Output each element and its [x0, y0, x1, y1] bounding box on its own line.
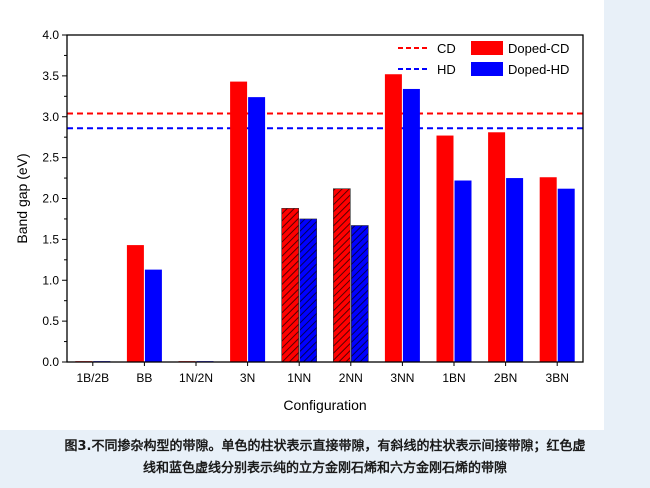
y-tick-label: 3.0 — [42, 110, 59, 124]
figure-panel: 1B/2B BB 1N/2N 3N 1NN 2NN 3NN 1BN 2BN 3BN 0.0 0.5 1.… — [0, 0, 604, 430]
figure-caption: 图3.不同掺杂构型的带隙。单色的柱状表示直接带隙，有斜线的柱状表示间接带隙；红色… — [0, 436, 650, 480]
bar-doped-hd-2nn — [350, 225, 369, 363]
caption-line-2: 线和蓝色虚线分别表示纯的立方金刚石烯和六方金刚石烯的带隙 — [142, 461, 507, 476]
x-tick-label: 3N — [240, 371, 255, 385]
bar-doped-hd-3bn — [557, 188, 575, 362]
bar-doped-cd-2nn — [332, 188, 351, 363]
caption-line-1: 图3.不同掺杂构型的带隙。单色的柱状表示直接带隙，有斜线的柱状表示间接带隙；红色… — [64, 439, 586, 454]
x-axis-title: Configuration — [283, 397, 366, 413]
legend-label-doped-hd: Doped-HD — [508, 62, 569, 77]
plot-frame — [66, 34, 584, 363]
x-tick-label: 2NN — [339, 371, 363, 385]
y-tick-label: 0.0 — [42, 355, 59, 369]
bar-doped-cd-bb — [126, 245, 144, 362]
bar-doped-cd-3n — [230, 81, 248, 362]
y-tick-label: 4.0 — [42, 28, 59, 42]
legend-swatch-doped-hd — [471, 62, 503, 76]
bar-doped-cd-1bn — [436, 135, 454, 362]
legend-swatch-doped-cd — [471, 41, 503, 55]
x-tick-label: 3NN — [390, 371, 414, 385]
x-tick-label: 1BN — [442, 371, 465, 385]
x-tick-label: 1N/2N — [179, 371, 213, 385]
x-tick-label: 3BN — [546, 371, 569, 385]
x-tick-label: 1B/2B — [76, 371, 109, 385]
x-tick-label: 1NN — [287, 371, 311, 385]
legend-label-cd: CD — [437, 41, 456, 56]
legend-label-doped-cd: Doped-CD — [508, 41, 569, 56]
x-tick-label: 2BN — [494, 371, 517, 385]
y-tick-label: 2.5 — [42, 151, 59, 165]
bar-doped-cd-3nn — [384, 74, 402, 363]
y-tick-label: 0.5 — [42, 314, 59, 328]
x-tick-label: BB — [136, 371, 152, 385]
bar-doped-hd-2bn — [506, 178, 524, 362]
bar-doped-hd-1nn — [299, 218, 318, 363]
bar-doped-hd-bb — [144, 269, 162, 362]
bar-doped-cd-3bn — [539, 177, 557, 362]
y-tick-label: 2.0 — [42, 192, 59, 206]
bar-doped-cd-1nn — [281, 208, 300, 363]
bar-doped-cd-2bn — [488, 132, 506, 362]
y-tick-label: 1.0 — [42, 273, 59, 287]
bar-doped-hd-1bn — [454, 180, 472, 362]
bar-doped-hd-3n — [248, 97, 266, 362]
y-tick-label: 3.5 — [42, 69, 59, 83]
y-tick-label: 1.5 — [42, 232, 59, 246]
legend-label-hd: HD — [437, 62, 456, 77]
band-gap-chart: 1B/2B BB 1N/2N 3N 1NN 2NN 3NN 1BN 2BN 3BN 0.0 0.5 1.… — [14, 28, 584, 413]
bar-doped-hd-3nn — [402, 88, 420, 362]
y-axis-title: Band gap (eV) — [14, 153, 30, 243]
